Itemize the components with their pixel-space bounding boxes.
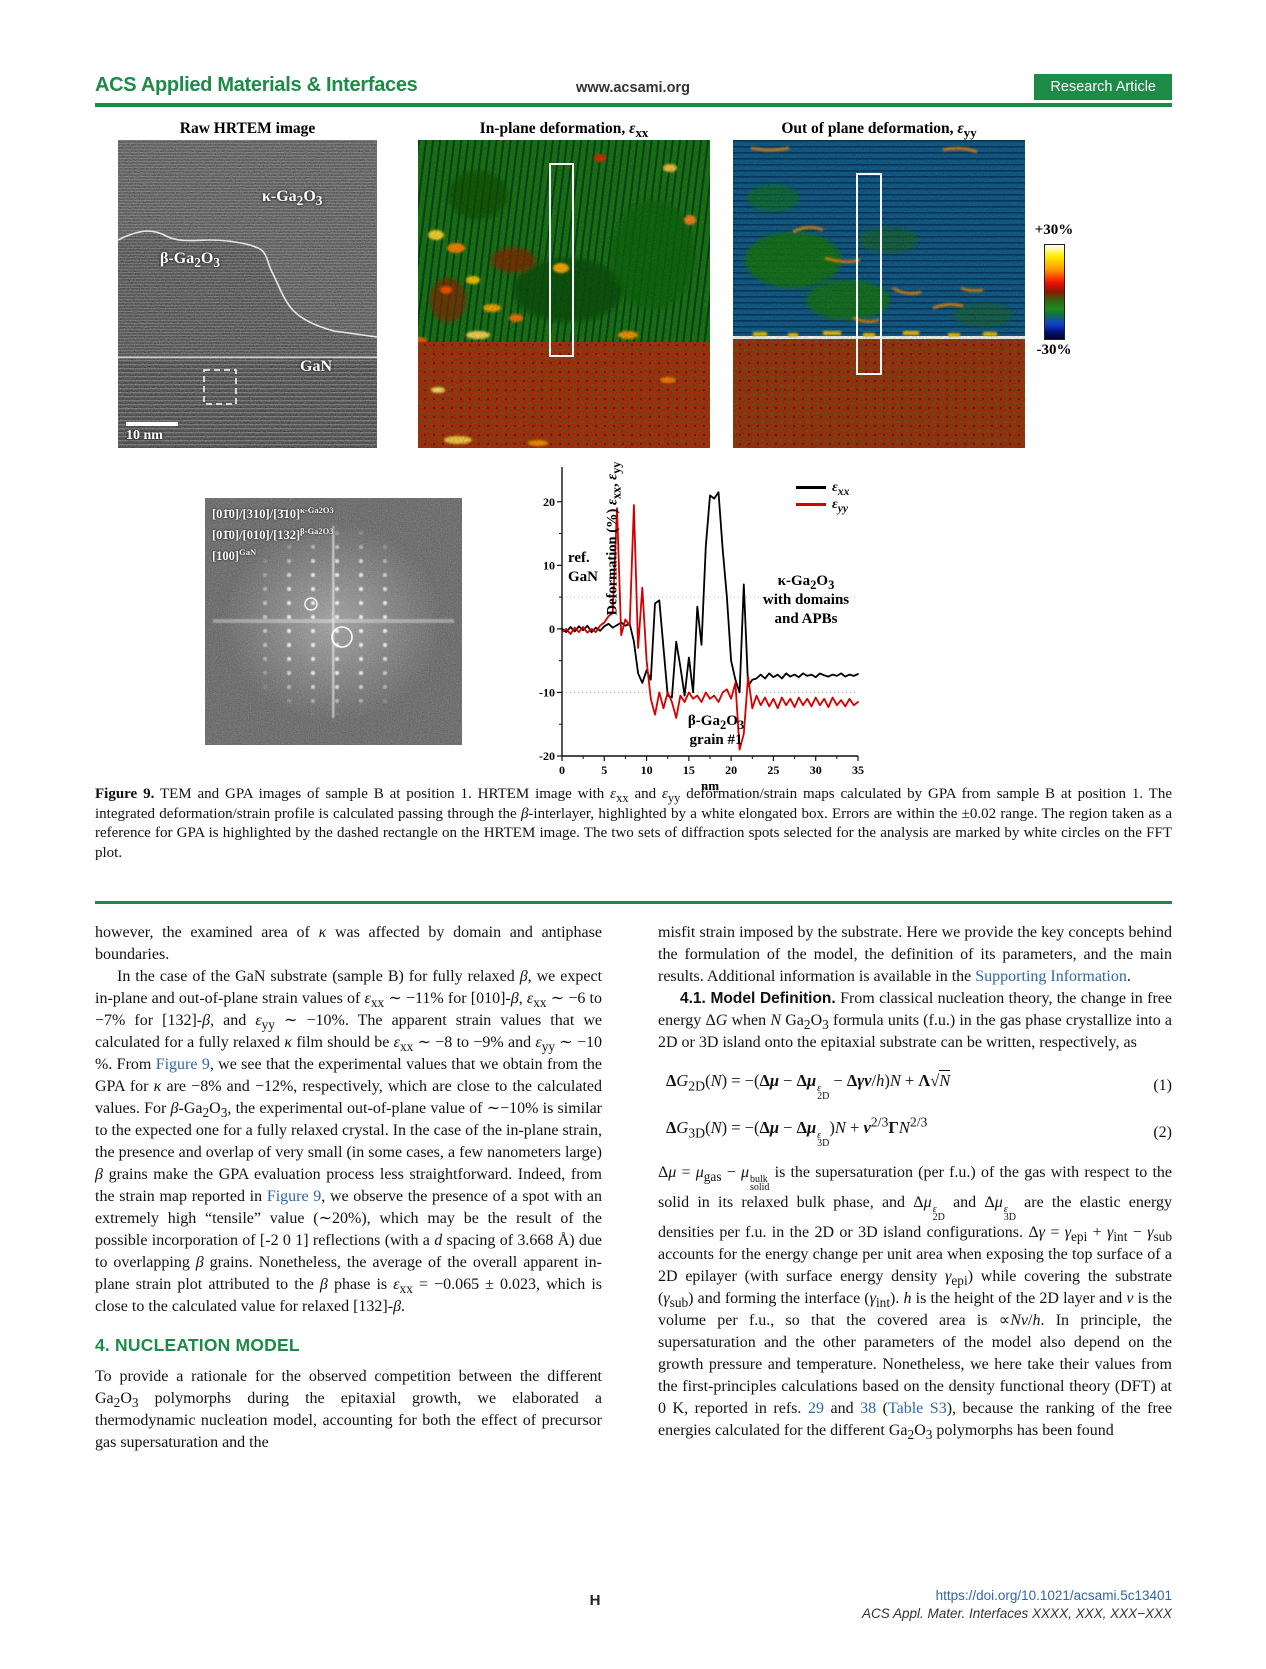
annotation-ref-gan: ref. GaN (568, 550, 598, 585)
panel-title-exx: In-plane deformation, εxx (479, 120, 649, 141)
phase-boundary-line (118, 230, 377, 338)
diffraction-spot-circle-1 (304, 597, 318, 611)
chart-legend: εxx εyy (796, 479, 850, 515)
svg-text:10: 10 (543, 558, 555, 572)
journal-url-link[interactable]: www.acsami.org (576, 80, 690, 96)
paragraph: misfit strain imposed by the substrate. … (658, 924, 1172, 985)
equation-2: ΔG3D(N) = −(Δμ − Δμ ε 3D)N + ν2/3ΓN2/3 (2) (666, 1114, 1172, 1149)
paragraph: In the case of the GaN substrate (sample… (95, 968, 603, 1315)
panel-title-hrtem: Raw HRTEM image (179, 120, 316, 137)
paragraph: 4.1. Model Definition. From classical nu… (658, 990, 1173, 1051)
figure-9-link[interactable]: Figure 9 (266, 1188, 322, 1205)
beta-phase-label: β-Ga2O3 (160, 250, 220, 271)
fft-plot (205, 498, 462, 745)
annotation-beta-grain: β-Ga2O3 grain #1 (687, 713, 745, 748)
svg-text:-10: -10 (539, 685, 555, 699)
caption-divider (95, 901, 1172, 904)
legend-label-exx: εxx (832, 479, 850, 498)
supporting-information-link[interactable]: Supporting Information (975, 968, 1127, 985)
colorbar-max-label: +30% (1034, 222, 1074, 238)
header-divider (95, 103, 1172, 107)
svg-text:30: 30 (810, 763, 822, 777)
figure-caption: Figure 9. TEM and GPA images of sample B… (95, 785, 1172, 863)
kappa-phase-label: κ-Ga2O3 (262, 188, 323, 209)
article-type-badge: Research Article (1034, 74, 1172, 100)
svg-text:25: 25 (767, 763, 779, 777)
ref-38-link[interactable]: 38 (860, 1400, 877, 1417)
figure-caption-label: Figure 9. (95, 786, 155, 802)
svg-text:35: 35 (852, 763, 864, 777)
chart-y-axis-label: Deformation (%) εxx, εyy (604, 461, 624, 616)
equation-2-number: (2) (1153, 1123, 1172, 1141)
page-number: H (589, 1592, 601, 1609)
exx-strain-map (418, 140, 710, 448)
table-s3-link[interactable]: Table S3 (887, 1400, 947, 1417)
equation-1: ΔG2D(N) = −(Δμ − Δμ ε 2D − Δγν/h)N + Λ√N (… (666, 1070, 1172, 1102)
fft-zone-axis-gan: [100]GaN (212, 546, 257, 563)
legend-line-eyy (796, 503, 826, 506)
diffraction-spot-circle-2 (331, 626, 353, 648)
legend-label-eyy: εyy (832, 496, 849, 515)
legend-line-exx (796, 486, 826, 489)
gan-label: GaN (300, 358, 332, 375)
eyy-strain-map (733, 140, 1025, 448)
profile-box-exx (549, 163, 574, 357)
fft-zone-axis-kappa: [01̄0]/[310]/[3̄10]κ-Ga2O3 (212, 504, 334, 521)
hrtem-image (118, 140, 377, 448)
panel-title-eyy: Out of plane deformation, εyy (781, 120, 977, 141)
svg-text:10: 10 (641, 763, 653, 777)
svg-text:0: 0 (549, 622, 555, 636)
journal-title: ACS Applied Materials & Interfaces (95, 74, 418, 96)
svg-text:20: 20 (543, 495, 555, 509)
annotation-kappa-domains: κ-Ga2O3 with domains and APBs (762, 573, 850, 627)
legend-entry-exx: εxx (796, 479, 850, 498)
svg-text:5: 5 (601, 763, 607, 777)
figure-9-link[interactable]: Figure 9 (155, 1056, 210, 1073)
fft-zone-axis-beta: [01̄0]/[010]/[132]β-Ga2O3 (212, 525, 334, 542)
paragraph: To provide a rationale for the observed … (95, 1368, 602, 1451)
ref-29-link[interactable]: 29 (807, 1400, 824, 1417)
scale-bar (126, 422, 178, 426)
left-column: however, the examined area of κ was affe… (95, 922, 602, 1454)
equation-2-body: ΔG3D(N) = −(Δμ − Δμ ε 3D)N + ν2/3ΓN2/3 (666, 1114, 928, 1149)
section-heading-nucleation-model: 4. NUCLEATION MODEL (95, 1335, 300, 1355)
figure-caption-body: TEM and GPA images of sample B at positi… (95, 786, 1172, 861)
svg-text:nm: nm (701, 778, 719, 793)
gpa-reference-dashed-box (203, 369, 237, 405)
profile-box-eyy (856, 173, 882, 375)
equation-1-body: ΔG2D(N) = −(Δμ − Δμ ε 2D − Δγν/h)N + Λ√N (666, 1070, 951, 1102)
strain-colorbar (1044, 244, 1065, 340)
paragraph: however, the examined area of κ was affe… (95, 924, 602, 963)
right-column: misfit strain imposed by the substrate. … (658, 922, 1172, 1442)
svg-text:20: 20 (725, 763, 737, 777)
svg-text:15: 15 (683, 763, 695, 777)
svg-text:-20: -20 (539, 749, 555, 763)
colorbar-min-label: -30% (1036, 342, 1072, 358)
legend-entry-eyy: εyy (796, 496, 849, 515)
gan-interface-line (118, 356, 377, 359)
scale-bar-label: 10 nm (126, 428, 163, 443)
equation-1-number: (1) (1153, 1076, 1172, 1094)
svg-text:0: 0 (559, 763, 565, 777)
doi-link[interactable]: https://doi.org/10.1021/acsami.5c13401 (935, 1588, 1172, 1603)
journal-citation: ACS Appl. Mater. Interfaces XXXX, XXX, X… (861, 1606, 1172, 1621)
deformation-profile-chart: 20 10 0 -10 -20 0 5 10 15 20 25 30 35 nm (539, 467, 864, 793)
paragraph: Δμ = μgas − μ bulk solid is the supersatur… (658, 1164, 1173, 1443)
